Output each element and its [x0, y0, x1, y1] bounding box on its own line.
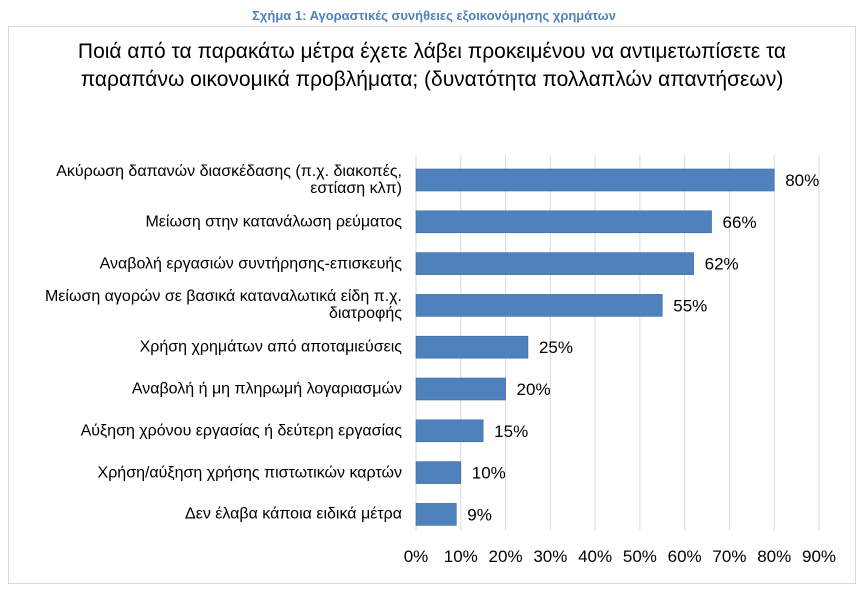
category-label: Αύξηση χρόνου εργασίας ή δεύτερη εργασία…: [80, 422, 402, 440]
x-tick-label: 70%: [712, 547, 746, 566]
bar: [415, 252, 694, 275]
x-tick-label: 20%: [489, 547, 523, 566]
x-tick-label: 30%: [533, 547, 567, 566]
category-label: Αναβολή εργασιών συντήρησης-επισκευής: [99, 255, 402, 273]
data-labels: 80% 66% 62% 55% 25% 20% 15% 10% 9%: [467, 171, 819, 524]
bar-chart: 80% 66% 62% 55% 25% 20% 15% 10% 9% 0% 10% 20% 30% 40…: [404, 155, 836, 566]
x-tick-label: 80%: [757, 547, 791, 566]
category-label: Χρήση/αύξηση χρήσης πιστωτικών καρτών: [97, 464, 402, 482]
data-label: 25%: [539, 338, 573, 357]
data-label: 62%: [705, 255, 739, 274]
bar: [415, 461, 462, 484]
figure-caption: Σχήμα 1: Αγοραστικές συνήθειες εξοικονόμ…: [252, 8, 616, 23]
x-tick-label: 10%: [444, 547, 478, 566]
category-label: Αναβολή ή μη πληρωμή λογαριασμών: [131, 380, 402, 398]
x-tick-label: 0%: [404, 547, 429, 566]
category-label: Δεν έλαβα κάποια ειδικά μέτρα: [185, 505, 402, 523]
x-tick-label: 50%: [623, 547, 657, 566]
chart-title: Ποιά από τα παρακάτω μέτρα έχετε λάβει π…: [77, 40, 787, 91]
data-label: 9%: [467, 505, 492, 524]
x-tick-label: 60%: [668, 547, 702, 566]
category-label: Χρήση χρημάτων από αποταμιεύσεις: [139, 338, 402, 356]
x-tick-label: 90%: [802, 547, 836, 566]
x-axis-ticks: 0% 10% 20% 30% 40% 50% 60% 70% 80% 90%: [404, 547, 836, 566]
category-label: Μείωση στην κατανάλωση ρεύματος: [145, 213, 402, 231]
data-label: 20%: [517, 380, 551, 399]
bar: [415, 294, 663, 317]
data-label: 80%: [785, 171, 819, 190]
chart-area: Ποιά από τα παρακάτω μέτρα έχετε λάβει π…: [8, 26, 856, 584]
x-tick-label: 40%: [578, 547, 612, 566]
bars: [415, 168, 775, 526]
category-label: Ακύρωση δαπανών διασκέδασης (π.χ. διακοπ…: [56, 163, 402, 197]
data-label: 66%: [723, 213, 757, 232]
data-label: 10%: [472, 464, 506, 483]
bar: [415, 377, 506, 401]
category-label: Μείωση αγορών σε βασικά καταναλωτικά είδ…: [44, 288, 402, 323]
data-label: 55%: [673, 296, 707, 315]
bar: [415, 503, 457, 526]
bar: [415, 168, 775, 192]
bar: [415, 419, 484, 443]
data-label: 15%: [494, 422, 528, 441]
bar: [415, 335, 529, 359]
bar: [415, 210, 712, 234]
